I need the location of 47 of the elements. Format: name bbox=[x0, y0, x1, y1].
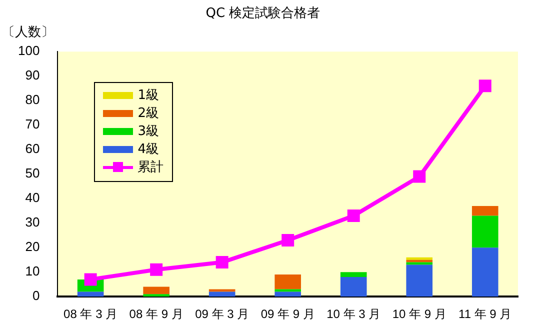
point bbox=[413, 170, 426, 183]
x-tick-label: 11 年 9 月 bbox=[458, 307, 512, 322]
bar bbox=[274, 292, 301, 297]
y-tick-label: 30 bbox=[25, 214, 40, 230]
y-tick-label: 40 bbox=[25, 190, 40, 206]
bar bbox=[208, 292, 236, 297]
legend-label: 累計 bbox=[138, 158, 164, 177]
legend-label: 3級 bbox=[138, 122, 159, 141]
x-tick-label: 09 年 3 月 bbox=[195, 307, 250, 322]
y-tick-label: 0 bbox=[32, 288, 40, 304]
point bbox=[478, 80, 492, 92]
y-tick-label: 10 bbox=[25, 264, 40, 279]
y-axis-title: 〔人数〕 bbox=[2, 24, 54, 40]
y-tick-label: 60 bbox=[25, 141, 40, 156]
bar bbox=[472, 248, 498, 297]
legend-label: 1級 bbox=[138, 86, 159, 105]
bar bbox=[340, 272, 367, 277]
legend-label: 4級 bbox=[138, 140, 159, 159]
point bbox=[347, 210, 360, 222]
y-tick-label: 90 bbox=[25, 68, 40, 83]
bar bbox=[406, 264, 433, 297]
point bbox=[282, 234, 294, 246]
legend-label: 2級 bbox=[138, 104, 159, 123]
bar bbox=[143, 286, 170, 294]
y-tick-label: 70 bbox=[25, 116, 40, 132]
bar bbox=[472, 206, 498, 216]
bar bbox=[406, 260, 433, 262]
bar bbox=[143, 294, 170, 297]
x-tick-label: 10 年 9 月 bbox=[392, 307, 446, 322]
bar bbox=[406, 262, 433, 265]
bar bbox=[340, 277, 367, 297]
y-tick-label: 20 bbox=[25, 239, 40, 254]
bar bbox=[406, 257, 433, 260]
x-tick-label: 08 年 9 月 bbox=[129, 307, 184, 322]
bar bbox=[274, 274, 301, 290]
x-tick-label: 10 年 3 月 bbox=[326, 307, 381, 322]
y-tick-label: 100 bbox=[18, 43, 40, 58]
y-tick-label: 50 bbox=[25, 166, 40, 181]
x-tick-label: 08 年 3 月 bbox=[64, 307, 118, 322]
y-tick-label: 80 bbox=[25, 92, 40, 108]
point bbox=[216, 256, 228, 269]
bar bbox=[472, 216, 498, 248]
chart-title: QC 検定試験合格者 bbox=[206, 6, 320, 22]
bar bbox=[77, 292, 104, 297]
point bbox=[84, 273, 97, 286]
x-tick-label: 09 年 9 月 bbox=[260, 307, 315, 322]
point bbox=[150, 263, 163, 276]
